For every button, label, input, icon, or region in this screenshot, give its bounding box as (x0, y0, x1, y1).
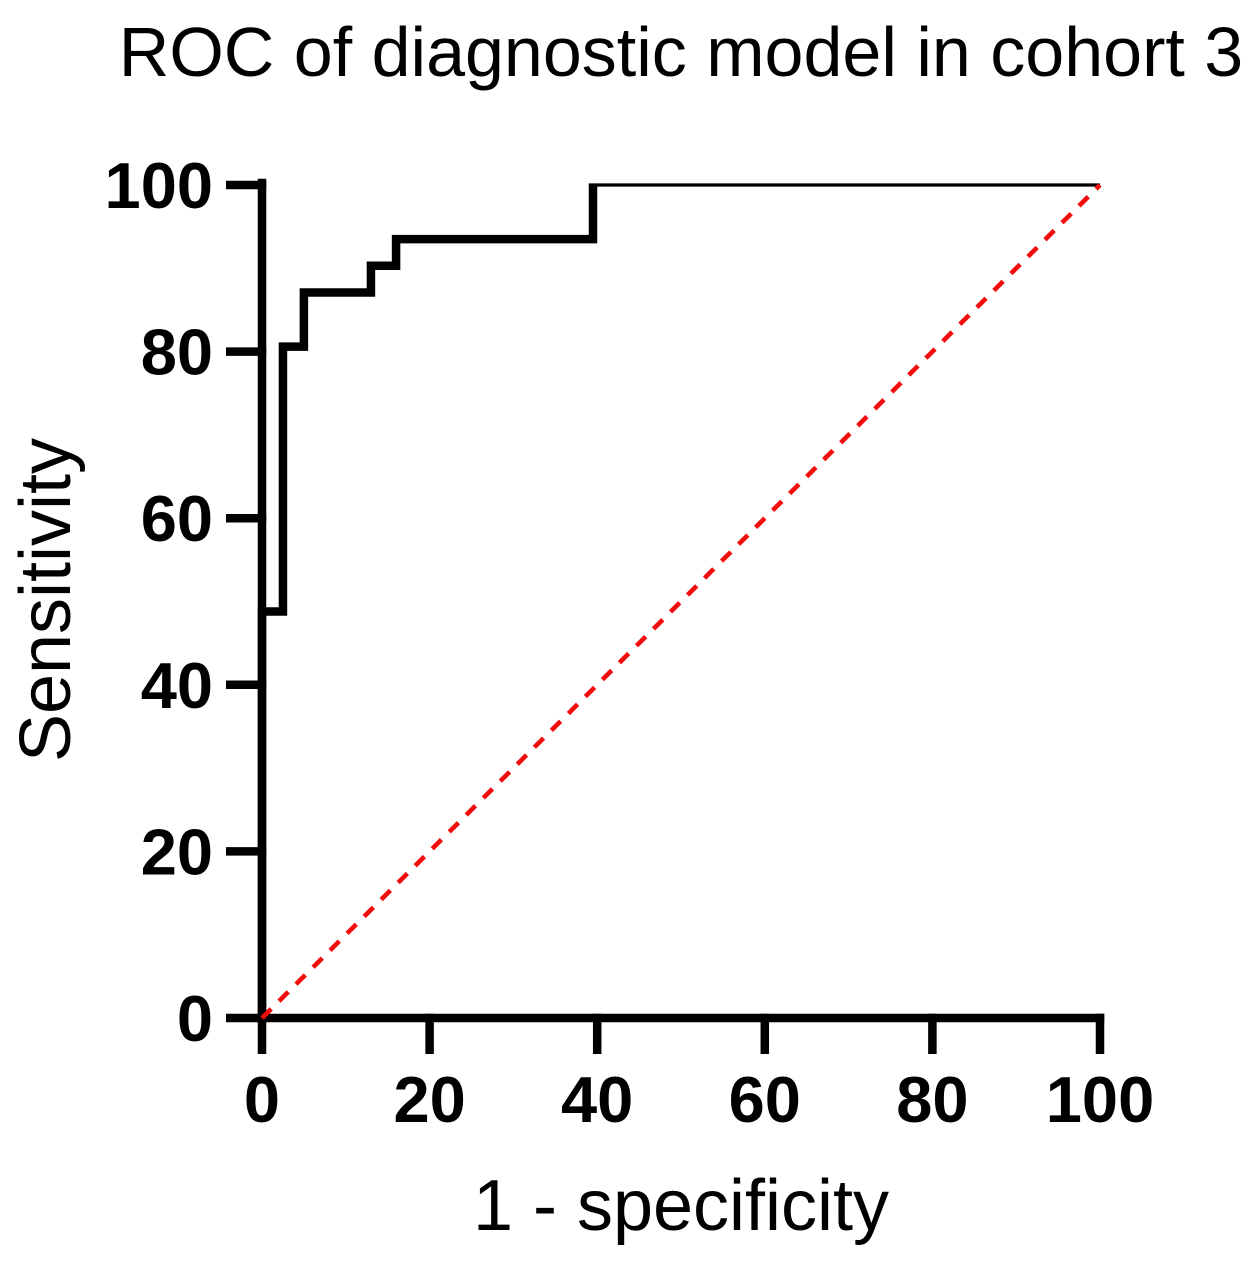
x-tick-label: 60 (729, 1063, 801, 1136)
roc-curve (257, 185, 598, 1018)
y-tick-label: 60 (141, 482, 213, 555)
y-tick-label: 0 (177, 982, 213, 1055)
chance-reference-line (260, 183, 1102, 1020)
x-tick-label: 20 (393, 1063, 465, 1136)
x-axis-title: 1 - specificity (473, 1166, 889, 1246)
y-tick-label: 100 (105, 149, 213, 222)
axis-ticks (226, 180, 1105, 1054)
x-tick-label: 100 (1046, 1063, 1154, 1136)
y-tick-label: 40 (141, 649, 213, 722)
chart-title: ROC of diagnostic model in cohort 3 (119, 13, 1243, 91)
x-tick-label: 0 (244, 1063, 280, 1136)
axis-tick-labels: 0 20 40 60 80 100 0 20 40 60 80 100 (105, 149, 1155, 1136)
x-tick-label: 40 (561, 1063, 633, 1136)
y-tick-label: 80 (141, 316, 213, 389)
plot-series (257, 183, 1102, 1020)
y-tick-label: 20 (141, 815, 213, 888)
y-axis-title: Sensitivity (6, 438, 86, 762)
x-tick-label: 80 (896, 1063, 968, 1136)
